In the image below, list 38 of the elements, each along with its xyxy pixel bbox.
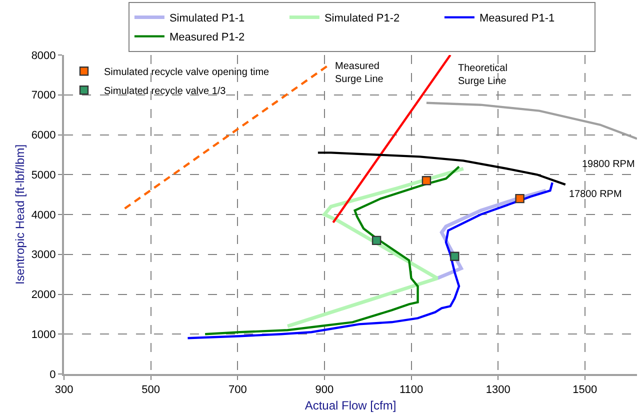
x-tick-label: 300 <box>54 384 74 396</box>
y-tick-label: 6000 <box>31 130 56 142</box>
y-tick-label: 3000 <box>31 249 56 262</box>
text: 19800 RPM <box>582 159 635 170</box>
legend-label: Simulated recycle valve opening time <box>104 66 270 78</box>
y-tick-label: 2000 <box>31 289 56 302</box>
line-series <box>436 188 548 280</box>
series-label: Theoretical Surge Line <box>458 63 508 87</box>
y-tick-label: 1000 <box>31 328 56 341</box>
y-tick-label: 4000 <box>31 209 56 222</box>
point <box>450 252 460 261</box>
y-tick-label: 0 <box>50 368 56 381</box>
x-tick-label: 900 <box>315 384 334 396</box>
x-axis-title: Actual Flow [cfm] <box>304 398 396 413</box>
x-tick-label: 1500 <box>572 384 598 396</box>
series-label: Measured Surge Line <box>335 61 384 85</box>
x-tick-label: 500 <box>142 384 160 396</box>
legend-label: Simulated P1-1 <box>169 12 245 25</box>
line-series <box>186 182 554 340</box>
legend-label: Measured P1-2 <box>169 32 245 44</box>
x-tick-label: 700 <box>228 384 247 396</box>
line-series <box>316 152 566 186</box>
y-tick-label: 8000 <box>31 50 56 62</box>
legend-label: Measured P1-1 <box>479 12 555 25</box>
point <box>515 194 524 204</box>
point <box>422 176 432 186</box>
y-tick-label: 7000 <box>31 90 56 102</box>
legend-label: Simulated recycle valve 1/3 <box>104 86 226 97</box>
point <box>372 236 382 246</box>
x-tick-label: 1100 <box>399 384 424 396</box>
line-series <box>286 166 466 328</box>
y-axis-title: Isentropic Head [ft-lbf/lbm] <box>13 144 28 285</box>
legend-label: Simulated P1-2 <box>324 12 400 25</box>
line-series <box>204 166 460 336</box>
series-label: 17800 RPM <box>569 189 622 200</box>
x-tick-label: 1300 <box>486 384 510 396</box>
line-series <box>425 102 637 140</box>
y-tick-label: 5000 <box>31 169 56 182</box>
